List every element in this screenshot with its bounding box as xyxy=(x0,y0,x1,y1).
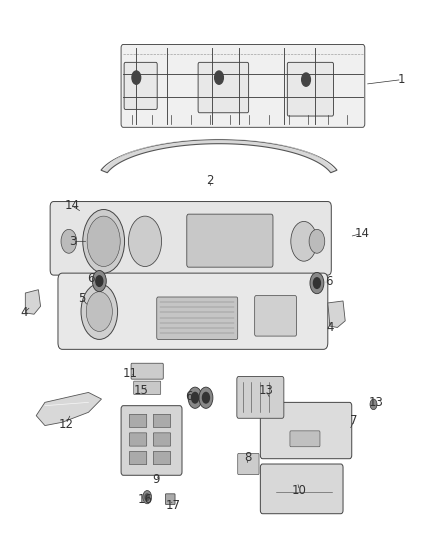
FancyBboxPatch shape xyxy=(287,62,333,116)
Circle shape xyxy=(309,229,325,253)
FancyBboxPatch shape xyxy=(153,451,171,465)
Text: 13: 13 xyxy=(369,396,384,409)
FancyBboxPatch shape xyxy=(157,297,238,340)
Text: 6: 6 xyxy=(325,274,332,288)
FancyBboxPatch shape xyxy=(260,402,352,459)
Text: 14: 14 xyxy=(354,227,369,240)
Text: 1: 1 xyxy=(398,73,406,86)
Text: 7: 7 xyxy=(350,415,358,427)
Text: 10: 10 xyxy=(292,484,307,497)
Text: 14: 14 xyxy=(64,199,79,212)
FancyBboxPatch shape xyxy=(124,62,157,109)
Circle shape xyxy=(83,209,124,273)
Circle shape xyxy=(96,276,103,286)
Circle shape xyxy=(92,270,106,292)
Polygon shape xyxy=(101,140,337,173)
FancyBboxPatch shape xyxy=(166,494,175,504)
Text: 9: 9 xyxy=(152,473,159,487)
Circle shape xyxy=(302,73,311,86)
Text: 13: 13 xyxy=(258,384,273,397)
Text: 4: 4 xyxy=(326,321,334,334)
Circle shape xyxy=(191,392,198,403)
FancyBboxPatch shape xyxy=(58,273,328,349)
Circle shape xyxy=(128,216,162,266)
FancyBboxPatch shape xyxy=(198,62,249,113)
Circle shape xyxy=(199,387,213,408)
Text: 12: 12 xyxy=(58,418,73,431)
FancyBboxPatch shape xyxy=(129,433,147,446)
FancyBboxPatch shape xyxy=(187,214,273,267)
FancyBboxPatch shape xyxy=(153,433,171,446)
Circle shape xyxy=(310,272,324,294)
Circle shape xyxy=(370,399,377,410)
Text: 4: 4 xyxy=(20,306,28,319)
Circle shape xyxy=(314,278,321,288)
Text: 5: 5 xyxy=(78,292,85,305)
Text: 2: 2 xyxy=(207,174,214,187)
FancyBboxPatch shape xyxy=(238,454,259,474)
FancyBboxPatch shape xyxy=(50,201,331,275)
Circle shape xyxy=(81,284,117,340)
FancyBboxPatch shape xyxy=(153,414,171,427)
FancyBboxPatch shape xyxy=(237,376,284,418)
Text: 6: 6 xyxy=(87,272,94,285)
Text: 15: 15 xyxy=(134,384,149,397)
FancyBboxPatch shape xyxy=(290,431,320,447)
Text: 16: 16 xyxy=(138,494,152,506)
Circle shape xyxy=(61,229,77,253)
Circle shape xyxy=(143,490,152,504)
FancyBboxPatch shape xyxy=(254,296,297,336)
Circle shape xyxy=(188,387,202,408)
Text: 6: 6 xyxy=(185,390,192,403)
Circle shape xyxy=(86,292,113,332)
Circle shape xyxy=(132,71,141,84)
FancyBboxPatch shape xyxy=(129,414,147,427)
FancyBboxPatch shape xyxy=(131,364,163,379)
Circle shape xyxy=(87,216,120,266)
Polygon shape xyxy=(36,392,102,425)
Circle shape xyxy=(202,392,209,403)
FancyBboxPatch shape xyxy=(121,44,365,127)
Circle shape xyxy=(291,221,317,261)
FancyBboxPatch shape xyxy=(129,451,147,465)
Text: 3: 3 xyxy=(70,235,77,248)
Polygon shape xyxy=(25,290,41,314)
Polygon shape xyxy=(328,301,345,327)
Text: 8: 8 xyxy=(244,451,251,464)
FancyBboxPatch shape xyxy=(134,381,161,394)
Text: 11: 11 xyxy=(122,367,137,381)
FancyBboxPatch shape xyxy=(121,406,182,475)
FancyBboxPatch shape xyxy=(260,464,343,514)
Circle shape xyxy=(215,71,223,84)
Circle shape xyxy=(145,494,149,500)
Text: 17: 17 xyxy=(166,498,181,512)
